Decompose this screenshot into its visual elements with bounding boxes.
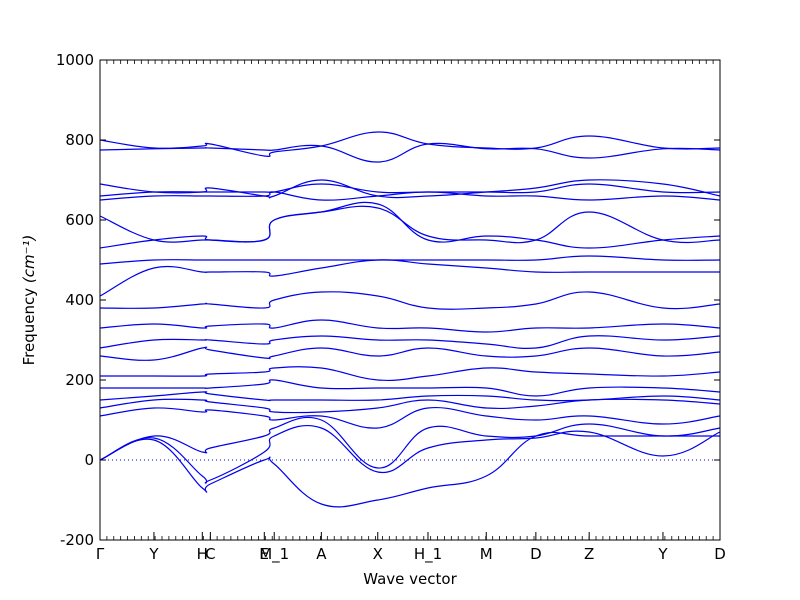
x-tick-label: X	[373, 545, 383, 563]
band-11	[99, 291, 721, 310]
x-axis-ticks: Γ Y HC EM_1 A X H_1 M D Z Y D	[96, 532, 726, 564]
y-tick-label: 800	[65, 131, 94, 149]
phonon-bands	[99, 131, 721, 508]
band-3	[99, 406, 721, 429]
y-axis-label: Frequency (cm⁻¹)	[20, 235, 38, 366]
band-16	[99, 191, 721, 201]
x-tick-label: A	[316, 545, 327, 563]
band-0	[99, 431, 720, 508]
band-17	[99, 183, 721, 197]
band-8	[99, 346, 721, 361]
y-tick-label: 400	[65, 291, 94, 309]
band-5	[99, 391, 721, 402]
x-axis-label: Wave vector	[363, 570, 457, 588]
plot-frame	[99, 59, 721, 541]
x-tick-label: E	[260, 545, 269, 563]
band-20	[99, 131, 721, 157]
band-19	[99, 142, 721, 163]
x-tick-label: Z	[584, 545, 594, 563]
band-12	[99, 259, 720, 297]
y-axis-ticks: -200 0 200 400 600 800 1000	[56, 51, 720, 549]
x-tick-label: D	[530, 545, 542, 563]
x-tick-label: Y	[148, 545, 159, 563]
band-14	[99, 205, 721, 249]
band-15	[99, 201, 721, 249]
y-tick-label: 1000	[56, 51, 94, 69]
y-tick-label: 0	[84, 451, 94, 469]
band-18	[99, 179, 721, 199]
x-tick-label: C	[205, 545, 215, 563]
y-axis-unit: (cm⁻¹)	[20, 235, 38, 284]
y-tick-label: 200	[65, 371, 94, 389]
band-2	[99, 416, 721, 469]
band-1	[99, 424, 721, 484]
y-axis-label-text: Frequency	[20, 288, 38, 366]
x-tick-label: Y	[657, 545, 668, 563]
x-tick-label: H_1	[414, 545, 442, 564]
band-6	[99, 379, 721, 397]
y-tick-label: 600	[65, 211, 94, 229]
x-tick-label: D	[714, 545, 726, 563]
band-13	[99, 255, 721, 265]
band-10	[99, 319, 721, 333]
band-7	[100, 366, 721, 381]
x-tick-label: M_1	[259, 545, 289, 564]
x-tick-label: M	[480, 545, 493, 563]
x-tick-label: H	[197, 545, 208, 563]
x-tick-label: Γ	[96, 545, 105, 563]
y-tick-label: -200	[60, 531, 94, 549]
band-9	[99, 335, 721, 349]
